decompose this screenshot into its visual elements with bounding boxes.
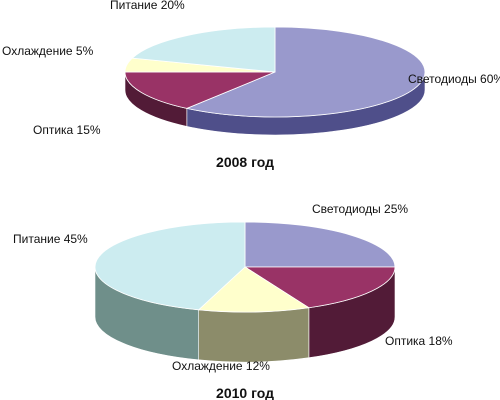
- slice-label-power: Питание 20%: [110, 0, 185, 12]
- slice-label-power: Питание 45%: [13, 232, 88, 246]
- pie-slice-leds: [185, 26, 426, 118]
- pie-slice-power: [131, 26, 276, 73]
- pie-slice-optics: [243, 266, 396, 309]
- slice-label-leds: Светодиоды 60%: [408, 72, 500, 86]
- pie-slice-optics: [124, 71, 276, 109]
- chart-title: 2008 год: [216, 154, 274, 170]
- pie-slice-power: [94, 221, 246, 311]
- slice-label-optics: Оптика 18%: [385, 334, 453, 348]
- slice-label-optics: Оптика 15%: [33, 123, 101, 137]
- slice-label-leds: Светодиоды 25%: [312, 202, 408, 216]
- slice-label-cooling: Охлаждение 5%: [2, 44, 94, 58]
- pie-chart-2008: Светодиоды 60% Оптика 15% Охлаждение 5% Пит…: [2, 0, 500, 170]
- pie-side-cooling: [198, 307, 310, 363]
- pie-chart-2010: Светодиоды 25% Оптика 18% Охлаждение 12% Пи…: [13, 202, 453, 400]
- pie-slice-leds: [244, 221, 396, 268]
- chart-title: 2010 год: [216, 385, 274, 400]
- slice-label-cooling: Охлаждение 12%: [172, 359, 270, 373]
- pie-slice-cooling: [197, 266, 310, 313]
